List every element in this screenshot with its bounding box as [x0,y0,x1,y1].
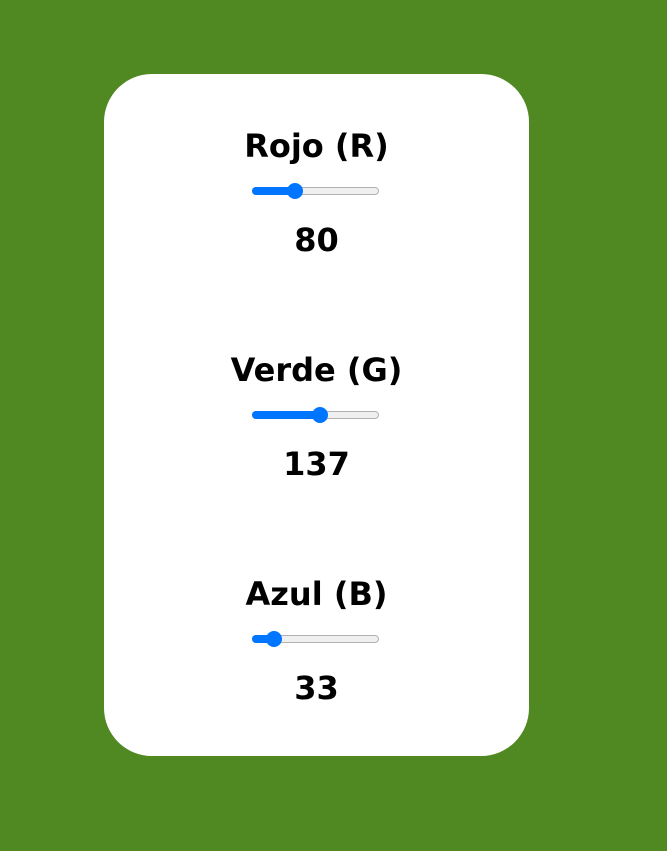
channel-green-value: 137 [283,445,350,483]
blue-slider-fill [252,635,275,643]
channel-blue-value: 33 [294,669,339,707]
red-slider[interactable] [252,182,379,200]
blue-slider-thumb[interactable] [266,631,283,647]
red-slider-thumb[interactable] [286,183,303,199]
green-slider-thumb[interactable] [311,407,328,423]
channel-blue-label: Azul (B) [245,575,388,613]
channel-red-label: Rojo (R) [244,127,389,165]
green-slider[interactable] [252,406,379,424]
channel-red-value: 80 [294,221,339,259]
channel-green-label: Verde (G) [230,351,403,389]
blue-slider[interactable] [252,630,379,648]
red-slider-fill [252,187,295,195]
green-slider-fill [252,411,320,419]
color-mixer-card: Rojo (R) 80 Verde (G) 137 Azul (B) 33 [104,74,529,756]
